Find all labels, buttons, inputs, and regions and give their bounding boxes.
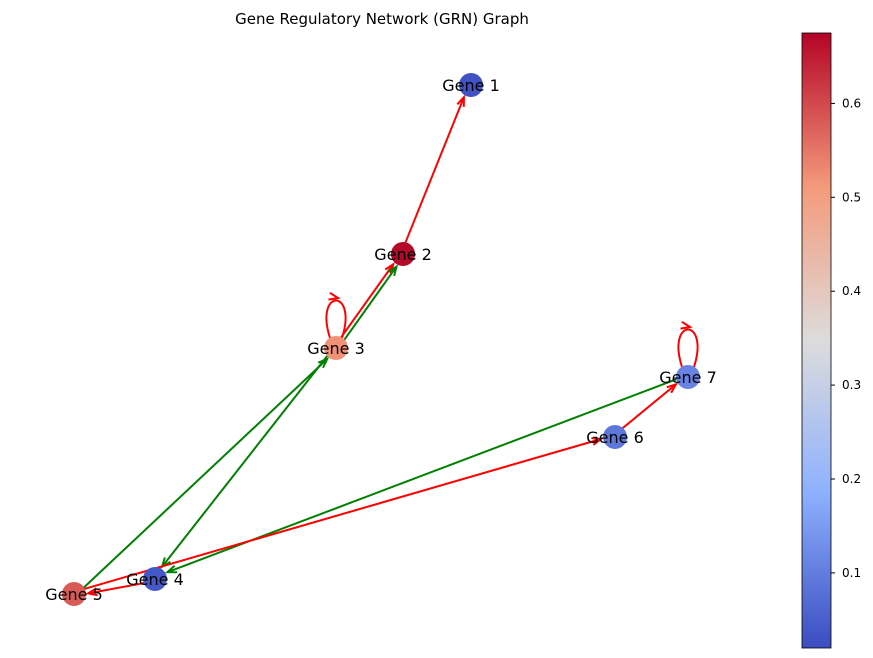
node-g3[interactable] (324, 336, 348, 360)
edge-g7-to-g7-repression-arrowhead (680, 320, 693, 330)
edge-g3-to-g2-activation-arrowhead (387, 264, 399, 277)
node-g1[interactable] (459, 73, 483, 97)
node-label-g4: Gene 4 (126, 570, 184, 589)
node-label-g1: Gene 1 (442, 76, 500, 95)
colorbar-tick-label: 0.1 (842, 566, 861, 580)
node-g6[interactable] (603, 425, 627, 449)
colorbar-tick-label: 0.3 (842, 378, 861, 392)
edge-g6-to-g7-repression (617, 383, 677, 433)
edge-g5-to-g3-activation (79, 358, 328, 593)
edge-g5-to-g3-activation-arrowhead (317, 357, 330, 369)
edges-layer (78, 94, 699, 597)
node-label-g5: Gene 5 (45, 585, 103, 604)
edge-g6-to-g7-repression-arrowhead (666, 382, 679, 394)
node-g5[interactable] (62, 582, 86, 606)
colorbar-ticks: 0.1 0.2 0.3 0.4 0.5 0.6 (831, 96, 861, 580)
edge-g2-to-g1-repression (402, 96, 465, 249)
edge-g5-to-g6-repression (78, 438, 602, 592)
node-label-g6: Gene 6 (586, 428, 644, 447)
node-g4[interactable] (143, 567, 167, 591)
edge-g3-to-g4-activation (161, 350, 332, 568)
edge-g3-to-g3-repression (325, 299, 347, 339)
colorbar-tick-label: 0.4 (842, 284, 861, 298)
nodes-layer: Gene 1 Gene 2 Gene 3 Gene 4 Gene 5 Gene 6 Gene… (45, 73, 717, 606)
edge-g5-to-g6-repression-arrowhead (591, 437, 604, 446)
node-label-g3: Gene 3 (307, 339, 365, 358)
edge-g3-to-g2-activation (340, 265, 398, 345)
node-g2[interactable] (391, 242, 415, 266)
edge-g3-to-g2-repression (337, 263, 395, 343)
colorbar: 0.1 0.2 0.3 0.4 0.5 0.6 (801, 32, 861, 649)
edge-g7-to-g7-repression (677, 328, 699, 368)
graph-title: Gene Regulatory Network (GRN) Graph (235, 10, 529, 28)
edge-g4-to-g5-repression (87, 581, 150, 595)
colorbar-tick-label: 0.5 (842, 190, 861, 204)
node-g7[interactable] (676, 365, 700, 389)
edge-g7-to-g4-activation-arrowhead (164, 564, 178, 574)
edge-g4-to-g5-repression-arrowhead (85, 587, 98, 597)
colorbar-tick-label: 0.2 (842, 472, 861, 486)
node-label-g7: Gene 7 (659, 368, 717, 387)
node-label-g2: Gene 2 (374, 245, 432, 264)
colorbar-tick-label: 0.6 (842, 96, 861, 110)
colorbar-gradient (801, 32, 832, 649)
edge-g3-to-g3-repression-arrowhead (328, 291, 341, 301)
edge-g2-to-g1-repression-arrowhead (456, 94, 465, 107)
